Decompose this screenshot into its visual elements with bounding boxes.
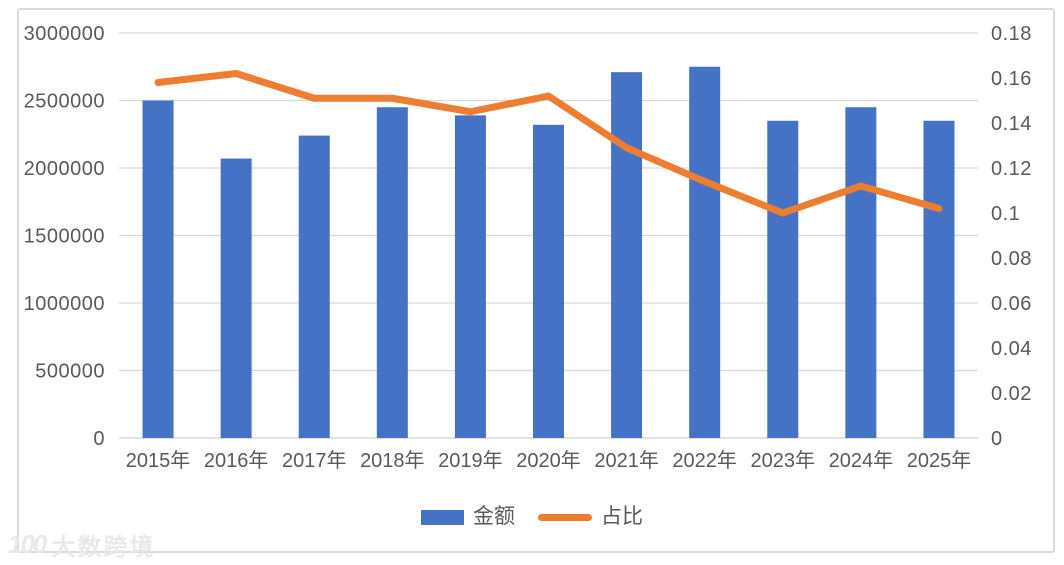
bar-2023年 bbox=[767, 120, 799, 438]
left-axis-tick-label: 1500000 bbox=[24, 226, 105, 248]
line-series bbox=[154, 70, 943, 217]
x-axis-label: 2024年 bbox=[829, 449, 894, 472]
left-axis-tick-label: 500000 bbox=[35, 361, 105, 383]
right-axis-tick-label: 0.1 bbox=[991, 203, 1020, 225]
bar-2019年 bbox=[454, 115, 486, 438]
x-axis-label: 2021年 bbox=[594, 449, 659, 472]
right-axis-tick-label: 0.16 bbox=[991, 68, 1032, 90]
x-axis-label: 2018年 bbox=[360, 449, 425, 472]
left-axis-tick-label: 3000000 bbox=[24, 23, 105, 45]
bar-2025年 bbox=[923, 120, 955, 438]
bar-2021年 bbox=[611, 72, 643, 439]
right-axis-tick-label: 0.18 bbox=[991, 23, 1032, 45]
x-axis-label: 2025年 bbox=[907, 449, 972, 472]
x-axis-label: 2023年 bbox=[751, 449, 816, 472]
right-axis-tick-label: 0.12 bbox=[991, 158, 1032, 180]
right-axis-tick-label: 0.14 bbox=[991, 113, 1032, 135]
left-axis-tick-label: 2500000 bbox=[24, 91, 105, 113]
right-axis-tick-label: 0.06 bbox=[991, 293, 1032, 315]
x-axis-label: 2022年 bbox=[672, 449, 737, 472]
bar-2016年 bbox=[220, 158, 252, 439]
x-axis-label: 2016年 bbox=[204, 449, 269, 472]
left-axis-tick-label: 1000000 bbox=[24, 293, 105, 315]
right-axis-tick-label: 0.04 bbox=[991, 338, 1032, 360]
bar-2022年 bbox=[689, 66, 721, 438]
bar-2015年 bbox=[142, 100, 174, 438]
right-axis-tick-label: 0 bbox=[991, 428, 1003, 450]
x-axis-label: 2020年 bbox=[516, 449, 581, 472]
bar-2018年 bbox=[376, 107, 408, 438]
bar-2024年 bbox=[845, 107, 877, 438]
x-axis-label: 2015年 bbox=[126, 449, 191, 472]
right-axis-tick-label: 0.08 bbox=[991, 248, 1032, 270]
x-axis-label: 2019年 bbox=[438, 449, 503, 472]
right-axis-tick-label: 0.02 bbox=[991, 383, 1032, 405]
left-axis-tick-label: 0 bbox=[93, 428, 105, 450]
left-axis-tick-label: 2000000 bbox=[24, 158, 105, 180]
x-axis-label: 2017年 bbox=[282, 449, 347, 472]
bar-2017年 bbox=[298, 135, 330, 438]
bar-2020年 bbox=[533, 124, 564, 439]
